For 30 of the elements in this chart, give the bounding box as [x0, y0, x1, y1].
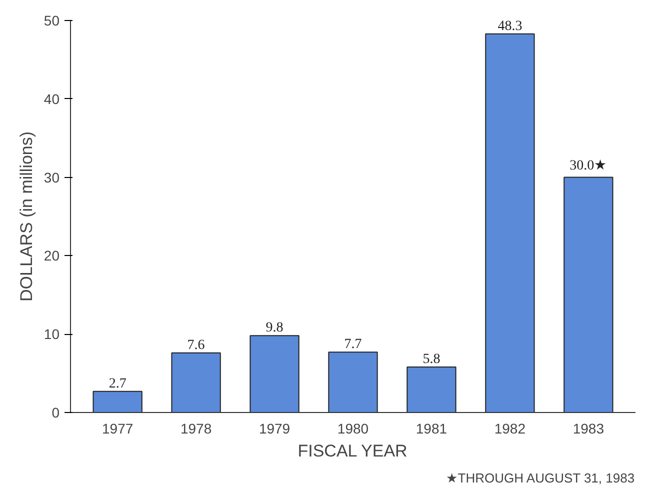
bar	[564, 176, 614, 412]
bar	[328, 352, 378, 412]
data-label: 5.8	[422, 352, 440, 368]
y-tick-label: 40	[44, 90, 60, 107]
x-tick-label: 1978	[180, 420, 212, 436]
y-tick-label: 20	[44, 248, 60, 264]
x-axis-title: FISCAL YEAR	[298, 442, 408, 460]
x-tick-label: 1977	[102, 420, 134, 436]
bar	[406, 366, 456, 412]
x-tick-label: 1980	[337, 420, 369, 436]
bar	[171, 352, 221, 412]
data-label: 48.3	[498, 18, 522, 34]
data-label: 7.6	[187, 338, 205, 353]
y-tick-label: 30	[44, 169, 60, 186]
bar	[92, 390, 142, 412]
data-label: 30.0★	[570, 158, 608, 174]
x-tick-label: 1983	[572, 420, 604, 436]
y-tick-label: 0	[52, 404, 60, 420]
y-tick-label: 10	[44, 326, 60, 342]
y-tick-label: 50	[44, 12, 60, 28]
x-tick-label: 1979	[258, 420, 290, 436]
data-label: 7.7	[344, 337, 362, 352]
data-label: 9.8	[266, 320, 284, 336]
bar	[250, 335, 300, 412]
x-tick-label: 1982	[494, 420, 526, 436]
y-axis-title: DOLLARS (in millions)	[16, 131, 36, 302]
bar	[485, 33, 535, 412]
data-label: 2.7	[108, 376, 126, 392]
x-tick-label: 1981	[416, 420, 448, 436]
text: ★THROUGH AUGUST 31, 1983	[446, 470, 635, 486]
